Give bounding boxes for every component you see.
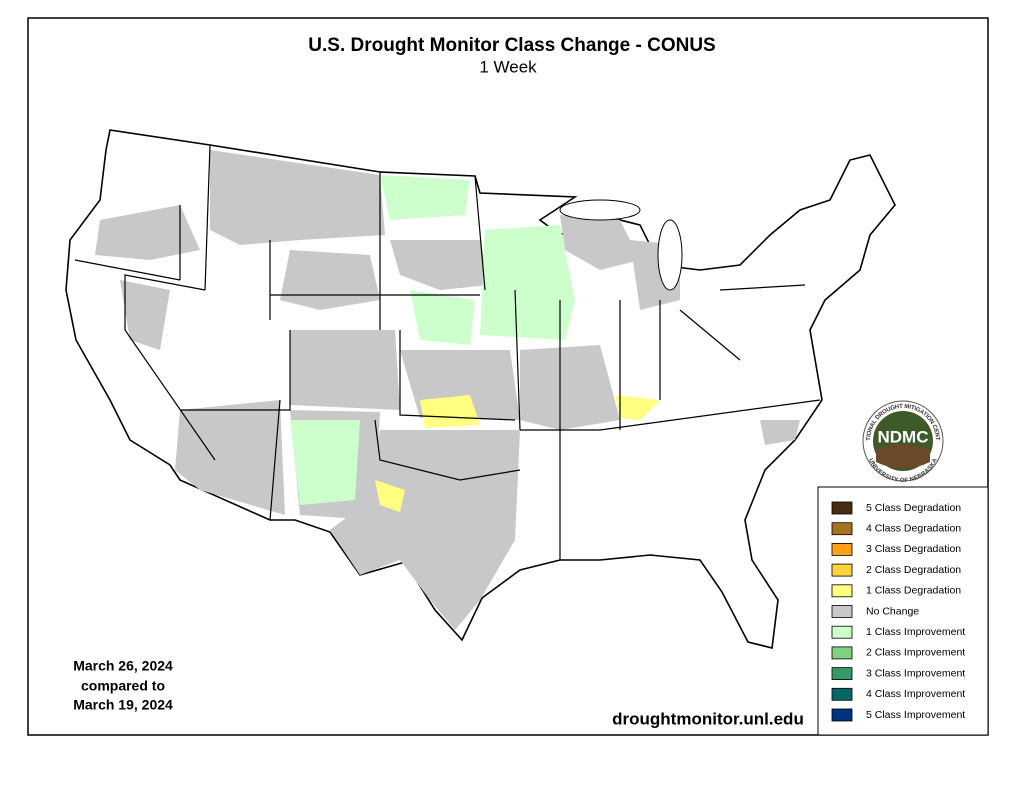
logo-acronym: NDMC <box>878 427 929 446</box>
degradation-area <box>375 480 405 512</box>
legend-label: 4 Class Degradation <box>866 522 961 534</box>
state-border <box>74 144 821 560</box>
date-line: March 26, 2024 <box>73 658 173 674</box>
no-change-area <box>280 250 380 310</box>
no-change-area <box>95 205 200 260</box>
legend-swatch <box>831 563 853 577</box>
improvement-area <box>290 420 360 505</box>
legend-label: 5 Class Degradation <box>866 502 961 514</box>
website: droughtmonitor.unl.edu <box>612 709 804 728</box>
no-change-area <box>210 150 385 245</box>
no-change-area <box>390 240 490 290</box>
legend-swatch <box>831 625 853 639</box>
no-change-area <box>560 215 640 270</box>
logo-ground <box>876 444 930 469</box>
legend-swatch <box>831 687 853 701</box>
degradation-area <box>615 395 660 420</box>
legend-label: 4 Class Improvement <box>866 688 965 700</box>
no-change-area <box>330 430 520 630</box>
no-change-area <box>120 280 170 350</box>
no-change-area <box>175 400 285 515</box>
legend-label: 2 Class Improvement <box>866 647 965 659</box>
legend-swatch <box>831 646 853 660</box>
legend: 5 Class Degradation 4 Class Degradation 3 … <box>831 501 965 722</box>
legend-label: 3 Class Degradation <box>866 543 961 555</box>
map <box>65 129 896 649</box>
improvement-area <box>410 290 475 345</box>
legend-swatch <box>831 584 853 598</box>
no-change-area <box>760 420 800 445</box>
legend-swatch <box>831 543 853 556</box>
title: U.S. Drought Monitor Class Change - CONU… <box>308 35 715 56</box>
no-change-area <box>520 345 620 430</box>
date-line: March 19, 2024 <box>73 697 173 713</box>
legend-label: 2 Class Degradation <box>866 564 961 576</box>
legend-swatch <box>831 708 853 722</box>
degradation-area <box>420 395 480 428</box>
subtitle: 1 Week <box>479 57 537 76</box>
no-change-area <box>290 330 400 410</box>
improvement-area <box>380 175 470 220</box>
legend-label: 5 Class Improvement <box>866 709 965 721</box>
lake-superior <box>559 199 641 221</box>
legend-swatch <box>831 605 853 618</box>
improvement-area <box>480 225 575 340</box>
legend-swatch <box>831 522 853 536</box>
legend-label: 1 Class Improvement <box>866 626 965 638</box>
lake-michigan <box>657 219 683 291</box>
legend-label: 3 Class Improvement <box>866 667 965 679</box>
legend-swatch <box>831 667 853 680</box>
legend-label: No Change <box>866 605 919 617</box>
legend-swatch <box>831 501 853 515</box>
date-line: compared to <box>81 678 165 694</box>
legend-label: 1 Class Degradation <box>866 585 961 597</box>
